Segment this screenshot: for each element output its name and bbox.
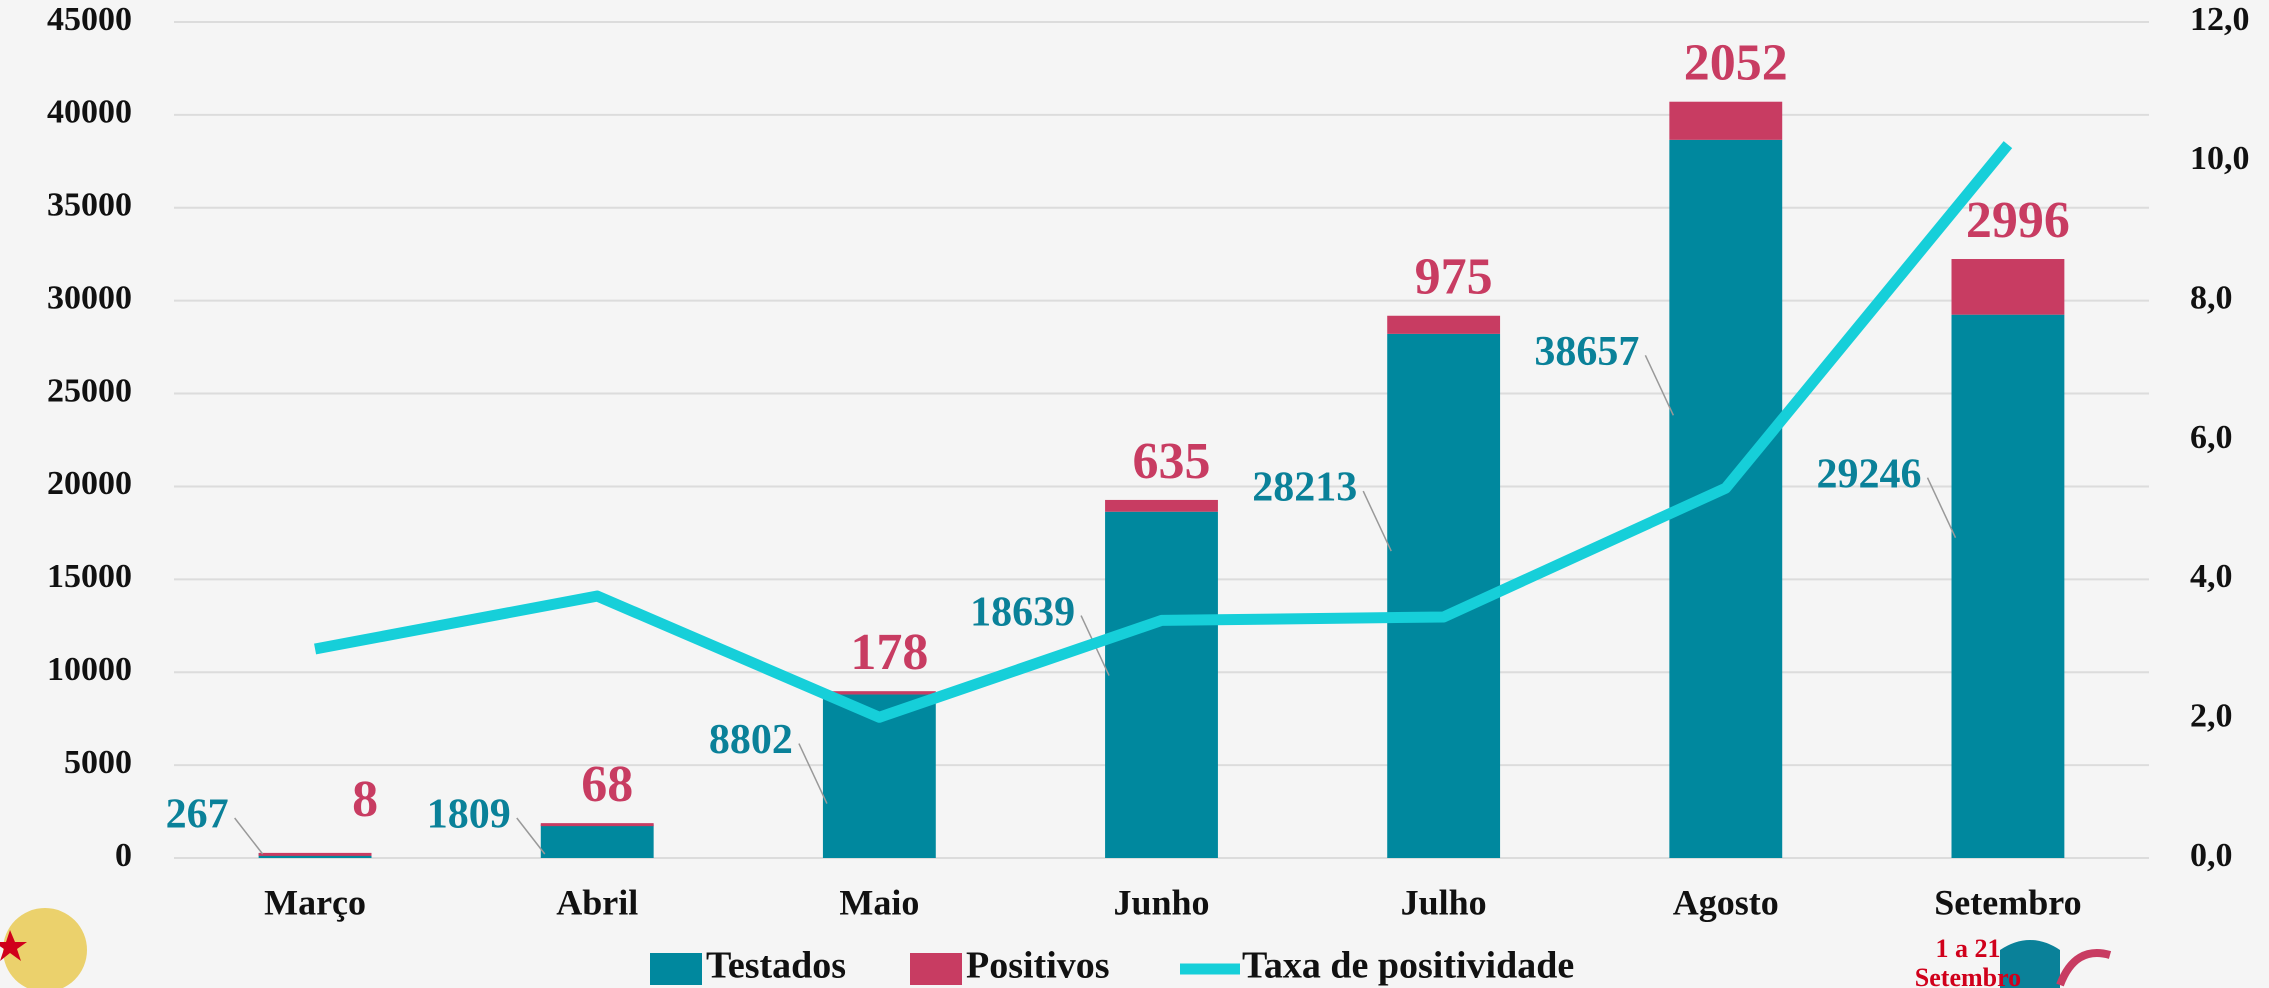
annotation: 1 a 21: [1936, 934, 2001, 963]
data-label-testados: 28213: [1252, 465, 1357, 511]
y2-tick-label: 8,0: [2190, 279, 2233, 316]
line-taxa: [314, 141, 2013, 723]
data-label-positivos: 8: [352, 771, 378, 828]
legend-swatch: [910, 953, 962, 985]
legend-label: Taxa de positividade: [1242, 945, 1574, 987]
bar-positivos: [822, 691, 936, 695]
y-tick-label: 5000: [64, 744, 132, 781]
x-tick-label: Agosto: [1673, 882, 1779, 922]
data-label-testados: 38657: [1534, 329, 1639, 375]
leader-line: [516, 817, 546, 855]
y-tick-label: 40000: [47, 94, 132, 131]
legend-swatch: [650, 953, 702, 985]
x-tick-label: Março: [264, 882, 366, 922]
y-tick-label: 35000: [47, 187, 132, 224]
x-tick-label: Setembro: [1934, 882, 2081, 922]
leader-line: [1926, 477, 1957, 538]
data-label-testados: 29246: [1817, 451, 1922, 497]
data-label-testados: 8802: [709, 717, 793, 763]
data-label-positivos: 178: [850, 624, 928, 681]
y2-tick-label: 12,0: [2190, 1, 2250, 38]
legend-label: Positivos: [966, 945, 1110, 987]
data-label-testados: 1809: [427, 792, 511, 838]
y-tick-label: 0: [115, 837, 132, 874]
data-label-positivos: 2052: [1684, 35, 1788, 92]
leader-line: [798, 743, 828, 804]
legend-label: Testados: [706, 945, 846, 987]
logo: [0, 908, 87, 988]
x-tick-label: Junho: [1113, 882, 1209, 922]
y-tick-label: 25000: [47, 372, 132, 409]
bar-testados: [540, 824, 654, 858]
y-tick-label: 10000: [47, 651, 132, 688]
y-tick-label: 20000: [47, 465, 132, 502]
leader-line: [1644, 354, 1675, 416]
y2-tick-label: 4,0: [2190, 558, 2233, 595]
annotation: Setembro: [1915, 963, 2021, 988]
data-label-positivos: 635: [1133, 433, 1211, 490]
corner-logo: [2000, 940, 2112, 988]
y2-tick-label: 10,0: [2190, 140, 2250, 177]
y-tick-label: 45000: [47, 1, 132, 38]
bar-positivos: [540, 823, 654, 827]
bar-testados: [1669, 139, 1783, 858]
y-tick-label: 30000: [47, 279, 132, 316]
bar-positivos: [1105, 499, 1218, 512]
leader-line: [1362, 490, 1392, 552]
data-label-testados: 267: [166, 792, 229, 838]
bar-positivos: [1951, 259, 2065, 315]
data-label-positivos: 2996: [1966, 192, 2070, 249]
bar-positivos: [1669, 101, 1783, 140]
x-tick-label: Abril: [556, 882, 638, 922]
y2-tick-label: 0,0: [2190, 837, 2233, 874]
bar-positivos: [258, 852, 372, 856]
bar-testados: [1105, 511, 1218, 858]
data-label-positivos: 68: [581, 756, 633, 813]
y2-tick-label: 2,0: [2190, 697, 2233, 734]
y2-tick-label: 6,0: [2190, 419, 2233, 456]
leader-line: [234, 817, 264, 855]
bar-testados: [1951, 314, 2065, 858]
bar-positivos: [1387, 315, 1501, 334]
data-label-testados: 18639: [970, 589, 1075, 635]
data-label-positivos: 975: [1415, 249, 1493, 306]
y-tick-label: 15000: [47, 558, 132, 595]
x-tick-label: Maio: [839, 882, 919, 922]
x-tick-label: Julho: [1401, 882, 1487, 922]
